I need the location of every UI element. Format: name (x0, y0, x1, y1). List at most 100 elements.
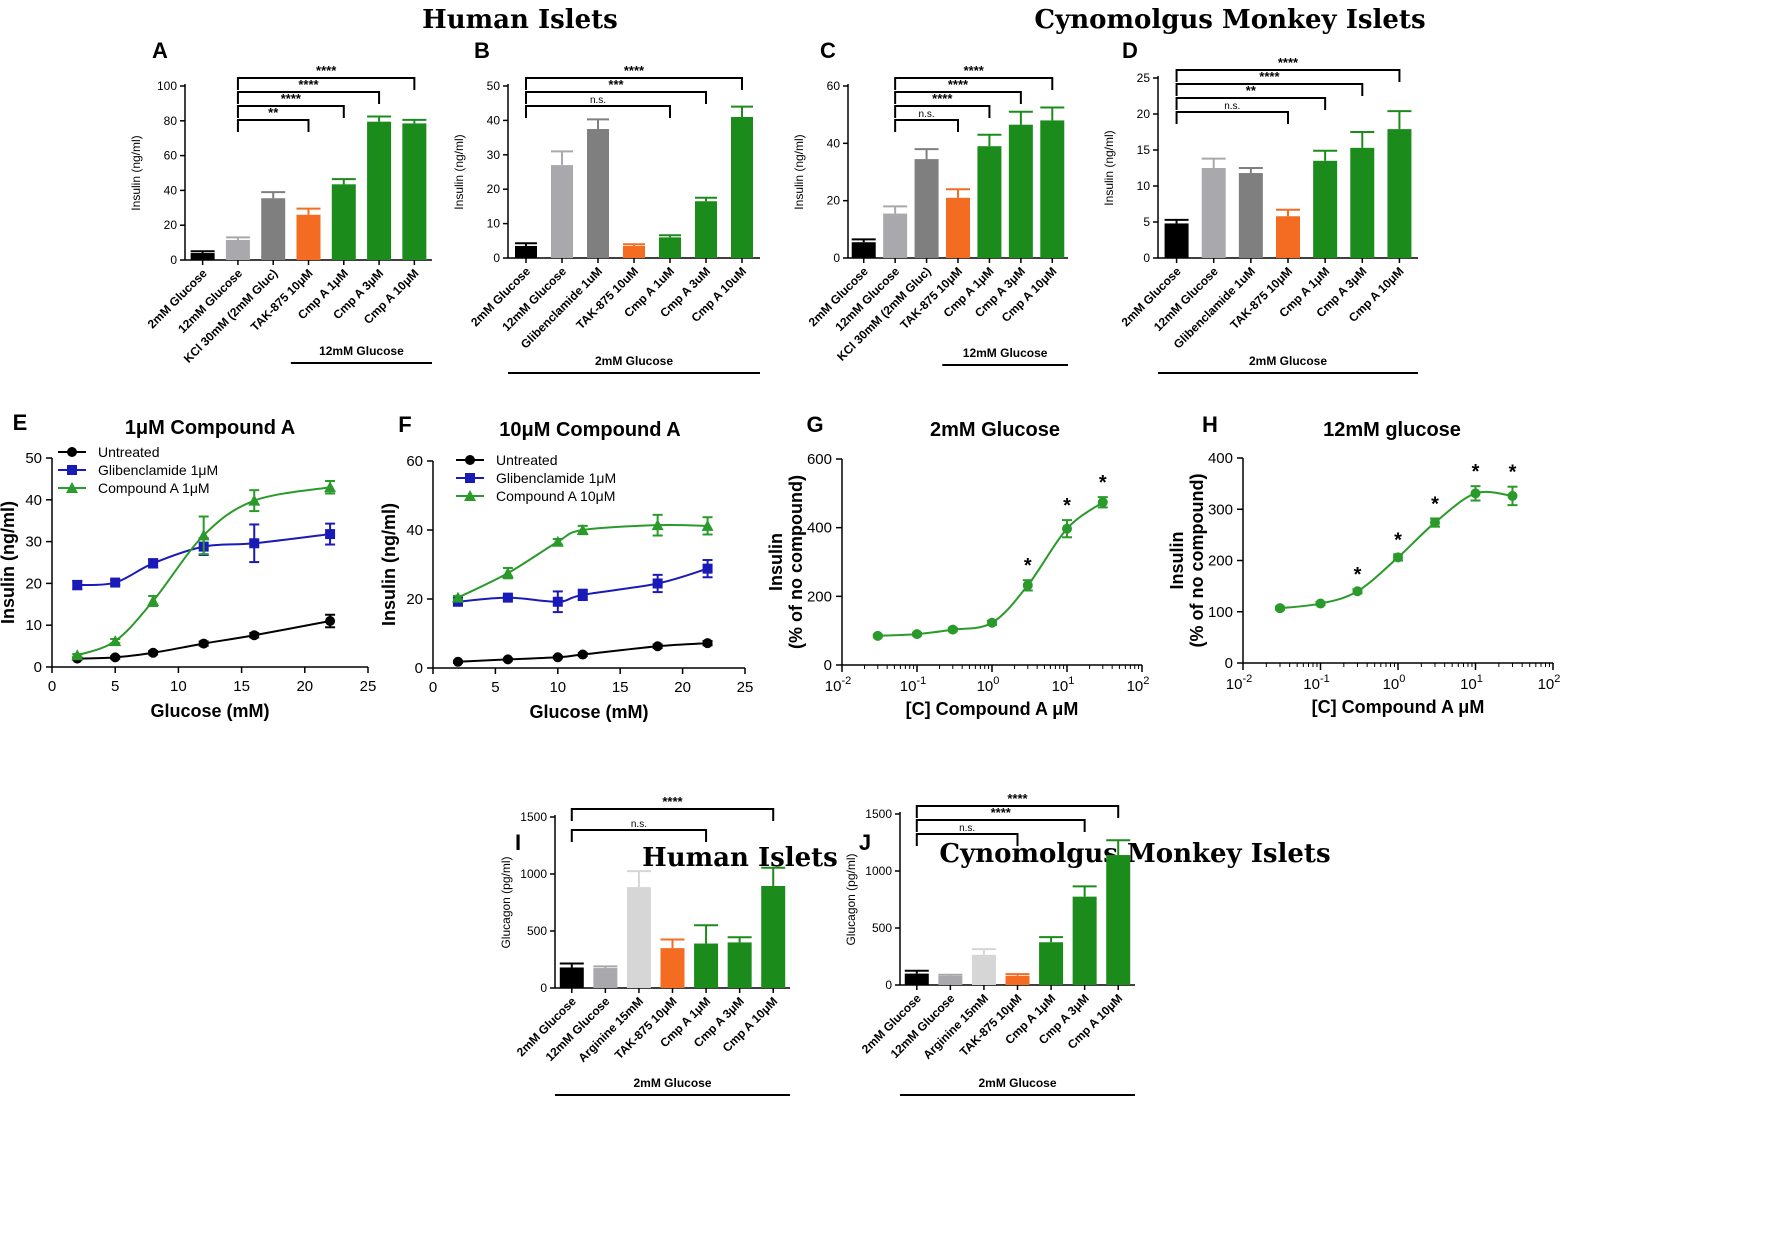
bar (851, 242, 876, 258)
bar (659, 237, 681, 258)
bar (1106, 855, 1131, 985)
bar (225, 239, 250, 260)
category-label: 12mM Glucose (499, 264, 569, 334)
data-point (502, 654, 513, 665)
significance-bracket (915, 833, 1019, 846)
data-point (502, 592, 513, 603)
y-tick-label: 1000 (520, 867, 547, 881)
bar (1040, 120, 1065, 259)
y-axis-label: Insulin (ng/ml) (129, 135, 143, 210)
significance-bracket (236, 105, 345, 118)
significance-label: n.s. (590, 95, 606, 106)
significance-star: * (1472, 461, 1480, 483)
y-tick-label: 40 (487, 113, 501, 127)
data-point (987, 617, 997, 628)
bar (331, 184, 356, 260)
group-label: 2mM Glucose (595, 354, 673, 368)
x-tick-label: 101 (1052, 675, 1075, 695)
panel-title: 12mM glucose (1323, 419, 1461, 441)
panel-letter-D: D (1122, 38, 1138, 63)
x-tick-label: 100 (1383, 673, 1406, 693)
y-tick-label: 0 (170, 253, 177, 267)
x-tick-label: 25 (360, 678, 377, 695)
y-tick-label: 20 (1137, 107, 1151, 121)
x-tick-label: 0 (429, 679, 437, 696)
data-point (66, 482, 78, 493)
y-axis-label: Insulin (766, 533, 786, 591)
x-axis-label: [C] Compound A μM (906, 699, 1079, 719)
legend-label: Compound A 10μM (496, 488, 615, 504)
x-axis-label: Glucose (mM) (150, 701, 269, 721)
x-tick-label: 10 (549, 679, 566, 696)
bar (261, 198, 286, 260)
data-point (551, 535, 564, 547)
y-axis-label: Insulin (ng/ml) (452, 134, 466, 209)
data-point (1274, 603, 1285, 614)
panel-E: E 1μM Compound A 0 10 20 30 40 50 0 5 10 15 20 25 Insu… (0, 410, 376, 721)
group-label: 2mM Glucose (1249, 354, 1327, 368)
y-tick-label: 100 (157, 79, 177, 93)
data-point (652, 641, 663, 652)
panel-I: I 0 500 1000 1500 Glucagon (pg/ml) 2mM Glucose… (499, 794, 790, 1096)
significance-label: n.s. (1224, 101, 1240, 112)
x-tick-label: 10-2 (825, 675, 851, 695)
bar (938, 975, 963, 985)
bar (190, 253, 215, 260)
bar (559, 967, 584, 988)
y-tick-label: 200 (1208, 553, 1233, 570)
significance-bracket (894, 119, 959, 132)
significance-bracket (915, 819, 1086, 832)
bar (971, 954, 996, 985)
y-tick-label: 50 (25, 450, 42, 467)
significance-label: **** (964, 63, 985, 78)
data-point (325, 529, 336, 540)
x-tick-label: 5 (491, 679, 499, 696)
x-tick-label: 0 (48, 678, 56, 695)
y-tick-label: 1000 (865, 864, 892, 878)
data-point (1022, 580, 1033, 591)
legend-label: Untreated (496, 452, 557, 468)
panel-title: 2mM Glucose (930, 419, 1060, 441)
y-tick-label: 0 (493, 251, 500, 265)
data-point (1315, 598, 1326, 609)
data-point (197, 529, 210, 541)
x-tick-label: 15 (233, 678, 250, 695)
significance-label: n.s. (919, 109, 935, 120)
legend-label: Glibenclamide 1μM (496, 470, 616, 486)
significance-bracket (236, 91, 381, 104)
data-point (109, 635, 122, 647)
y-tick-label: 5 (1143, 215, 1150, 229)
data-point (1352, 586, 1363, 597)
y-tick-label: 20 (164, 218, 178, 232)
bar (727, 942, 752, 988)
bar (694, 943, 719, 988)
bar (761, 885, 786, 988)
y-tick-label: 20 (25, 575, 42, 592)
data-point (1507, 490, 1518, 501)
data-point (701, 519, 714, 531)
bar (1072, 896, 1097, 985)
bar (731, 116, 753, 259)
panel-letter-E: E (13, 410, 28, 435)
bar (695, 201, 717, 258)
heading-bottom-right: Cynomolgus Monkey Islets (939, 839, 1330, 869)
significance-bracket (1175, 69, 1401, 82)
x-tick-label: 101 (1460, 673, 1483, 693)
data-point (577, 589, 588, 600)
y-tick-label: 400 (1208, 450, 1233, 467)
data-point (110, 652, 121, 663)
data-point (576, 524, 589, 535)
data-point (1062, 523, 1072, 534)
data-point (552, 652, 563, 663)
y-tick-label: 500 (872, 921, 892, 935)
y-tick-label: 60 (406, 453, 423, 470)
bar (296, 214, 321, 260)
panel-letter-I: I (515, 830, 521, 855)
significance-bracket (915, 805, 1120, 818)
y-axis-label: Glucagon (pg/ml) (499, 856, 513, 948)
significance-label: **** (298, 77, 319, 92)
bar (1008, 124, 1033, 258)
significance-star: * (1063, 495, 1071, 517)
data-point (552, 596, 563, 607)
y-axis-label: Insulin (ng/ml) (1102, 130, 1116, 205)
